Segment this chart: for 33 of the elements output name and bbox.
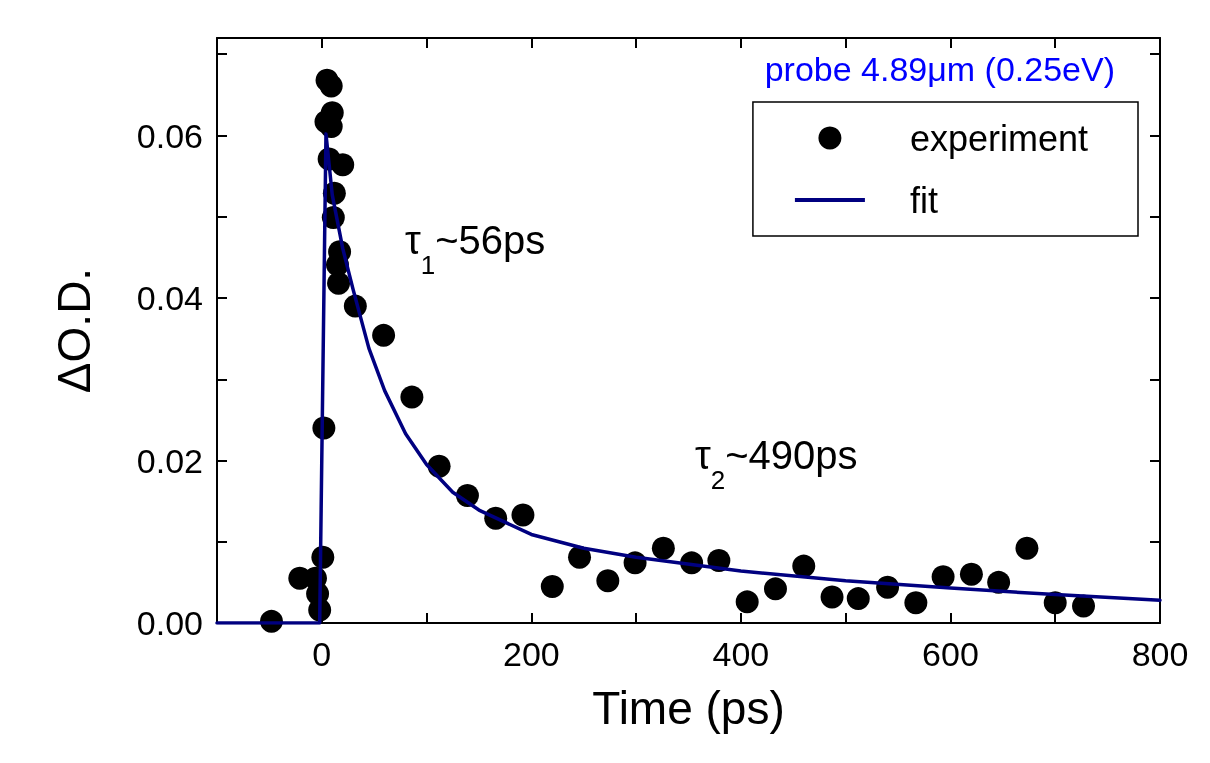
point: [735, 590, 759, 614]
x-axis-title: Time (ps): [592, 682, 785, 734]
x-tick-label: 800: [1131, 635, 1189, 673]
y-tick-label: 0.06: [136, 116, 203, 155]
point: [820, 585, 844, 609]
x-tick-label: 200: [502, 635, 560, 673]
point: [931, 565, 955, 589]
y-tick-label: 0.00: [136, 604, 203, 642]
y-tick-label: 0.02: [136, 441, 203, 480]
point: [792, 554, 816, 578]
point: [568, 545, 592, 569]
point: [651, 536, 675, 560]
point: [959, 562, 983, 586]
point: [511, 503, 535, 527]
point: [904, 591, 928, 615]
point: [540, 574, 564, 598]
point: [763, 577, 787, 601]
y-tick-label: 0.04: [136, 279, 203, 317]
y-axis-title: ΔO.D.: [48, 267, 100, 394]
x-tick-label: 400: [712, 635, 770, 673]
point: [596, 569, 620, 593]
point: [1015, 536, 1039, 560]
point: [327, 271, 351, 295]
point: [846, 587, 870, 611]
annotation: probe 4.89μm (0.25eV): [764, 50, 1115, 88]
x-tick-label: 0: [312, 635, 332, 673]
point: [400, 385, 424, 409]
point: [372, 323, 396, 347]
point: [331, 153, 355, 177]
x-tick-label: 600: [922, 635, 979, 673]
point: [319, 74, 343, 98]
legend-label: fit: [909, 179, 938, 221]
legend-label: experiment: [909, 117, 1089, 159]
